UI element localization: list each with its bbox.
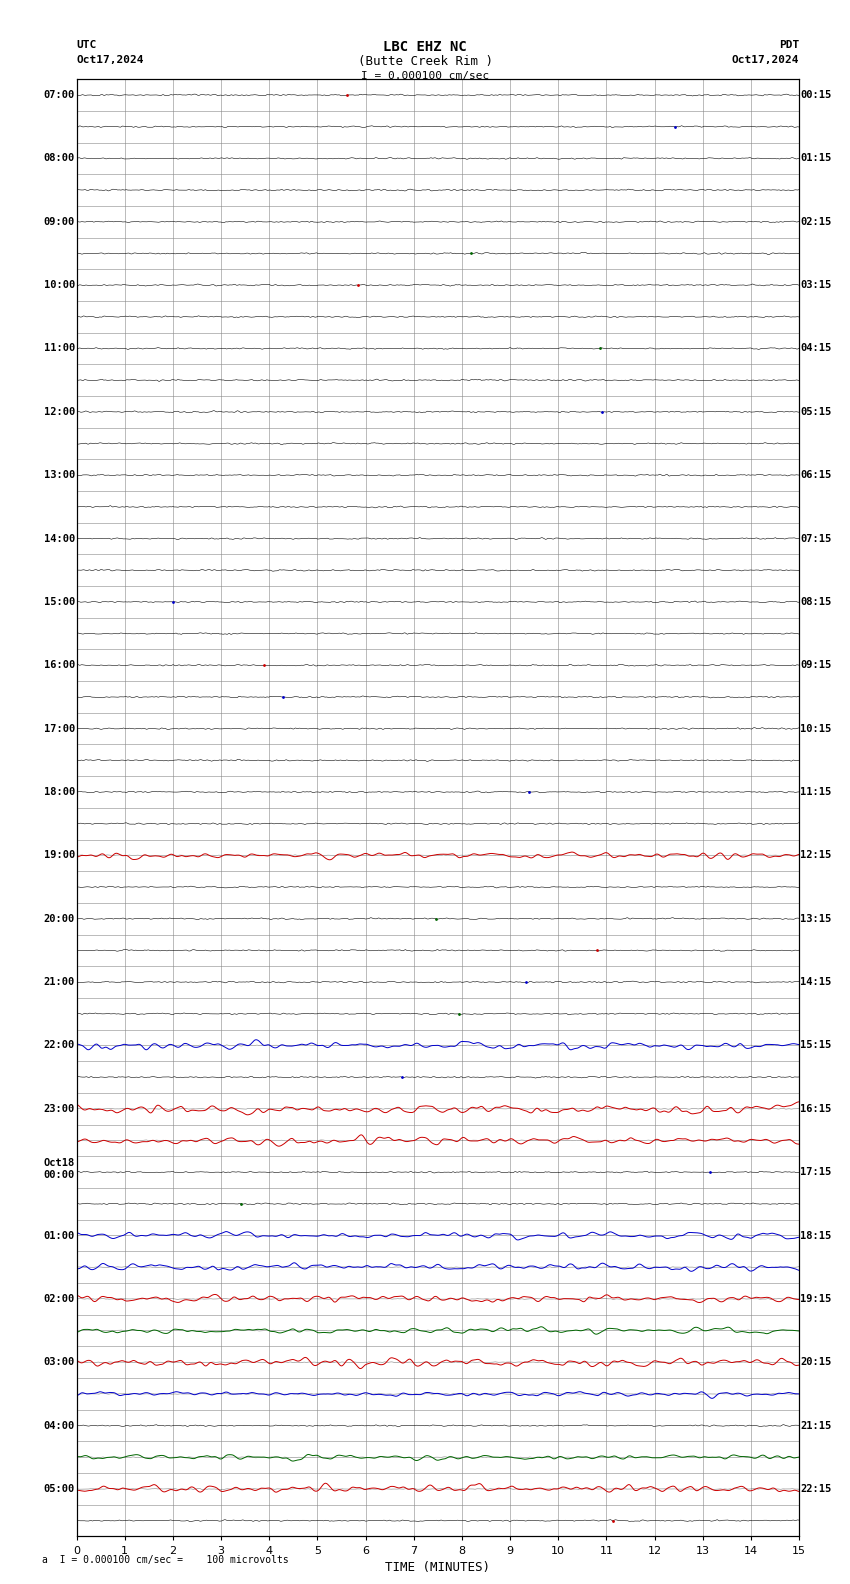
Text: 19:00: 19:00	[44, 851, 75, 860]
Text: 02:15: 02:15	[801, 217, 831, 227]
Text: 06:15: 06:15	[801, 470, 831, 480]
Text: 15:00: 15:00	[44, 597, 75, 607]
Text: Oct17,2024: Oct17,2024	[732, 55, 799, 65]
Text: 12:15: 12:15	[801, 851, 831, 860]
Text: a  I = 0.000100 cm/sec =    100 microvolts: a I = 0.000100 cm/sec = 100 microvolts	[42, 1555, 289, 1565]
Text: 12:00: 12:00	[44, 407, 75, 417]
Text: 02:00: 02:00	[44, 1294, 75, 1304]
Text: 03:00: 03:00	[44, 1357, 75, 1367]
Text: I = 0.000100 cm/sec: I = 0.000100 cm/sec	[361, 71, 489, 81]
Text: (Butte Creek Rim ): (Butte Creek Rim )	[358, 55, 492, 68]
Text: 08:15: 08:15	[801, 597, 831, 607]
Text: 03:15: 03:15	[801, 280, 831, 290]
Text: UTC: UTC	[76, 40, 97, 49]
Text: 11:15: 11:15	[801, 787, 831, 797]
Text: 22:00: 22:00	[44, 1041, 75, 1050]
Text: 23:00: 23:00	[44, 1104, 75, 1114]
Text: 09:15: 09:15	[801, 661, 831, 670]
Text: PDT: PDT	[779, 40, 799, 49]
Text: 22:15: 22:15	[801, 1484, 831, 1494]
Text: 20:00: 20:00	[44, 914, 75, 923]
Text: 21:15: 21:15	[801, 1421, 831, 1430]
Text: 14:15: 14:15	[801, 977, 831, 987]
Text: 00:15: 00:15	[801, 90, 831, 100]
Text: 13:15: 13:15	[801, 914, 831, 923]
Text: 11:00: 11:00	[44, 344, 75, 353]
Text: 09:00: 09:00	[44, 217, 75, 227]
X-axis label: TIME (MINUTES): TIME (MINUTES)	[385, 1562, 490, 1574]
Text: 05:00: 05:00	[44, 1484, 75, 1494]
Text: 01:00: 01:00	[44, 1231, 75, 1240]
Text: 16:15: 16:15	[801, 1104, 831, 1114]
Text: 21:00: 21:00	[44, 977, 75, 987]
Text: 20:15: 20:15	[801, 1357, 831, 1367]
Text: Oct17,2024: Oct17,2024	[76, 55, 144, 65]
Text: 10:00: 10:00	[44, 280, 75, 290]
Text: 14:00: 14:00	[44, 534, 75, 543]
Text: 18:00: 18:00	[44, 787, 75, 797]
Text: 17:15: 17:15	[801, 1167, 831, 1177]
Text: 13:00: 13:00	[44, 470, 75, 480]
Text: 19:15: 19:15	[801, 1294, 831, 1304]
Text: Oct18: Oct18	[44, 1158, 75, 1167]
Text: 00:00: 00:00	[44, 1171, 75, 1180]
Text: 04:00: 04:00	[44, 1421, 75, 1430]
Text: 01:15: 01:15	[801, 154, 831, 163]
Text: 07:00: 07:00	[44, 90, 75, 100]
Text: 17:00: 17:00	[44, 724, 75, 733]
Text: 05:15: 05:15	[801, 407, 831, 417]
Text: 16:00: 16:00	[44, 661, 75, 670]
Text: 15:15: 15:15	[801, 1041, 831, 1050]
Text: LBC EHZ NC: LBC EHZ NC	[383, 40, 467, 54]
Text: 04:15: 04:15	[801, 344, 831, 353]
Text: 10:15: 10:15	[801, 724, 831, 733]
Text: 18:15: 18:15	[801, 1231, 831, 1240]
Text: 07:15: 07:15	[801, 534, 831, 543]
Text: 08:00: 08:00	[44, 154, 75, 163]
